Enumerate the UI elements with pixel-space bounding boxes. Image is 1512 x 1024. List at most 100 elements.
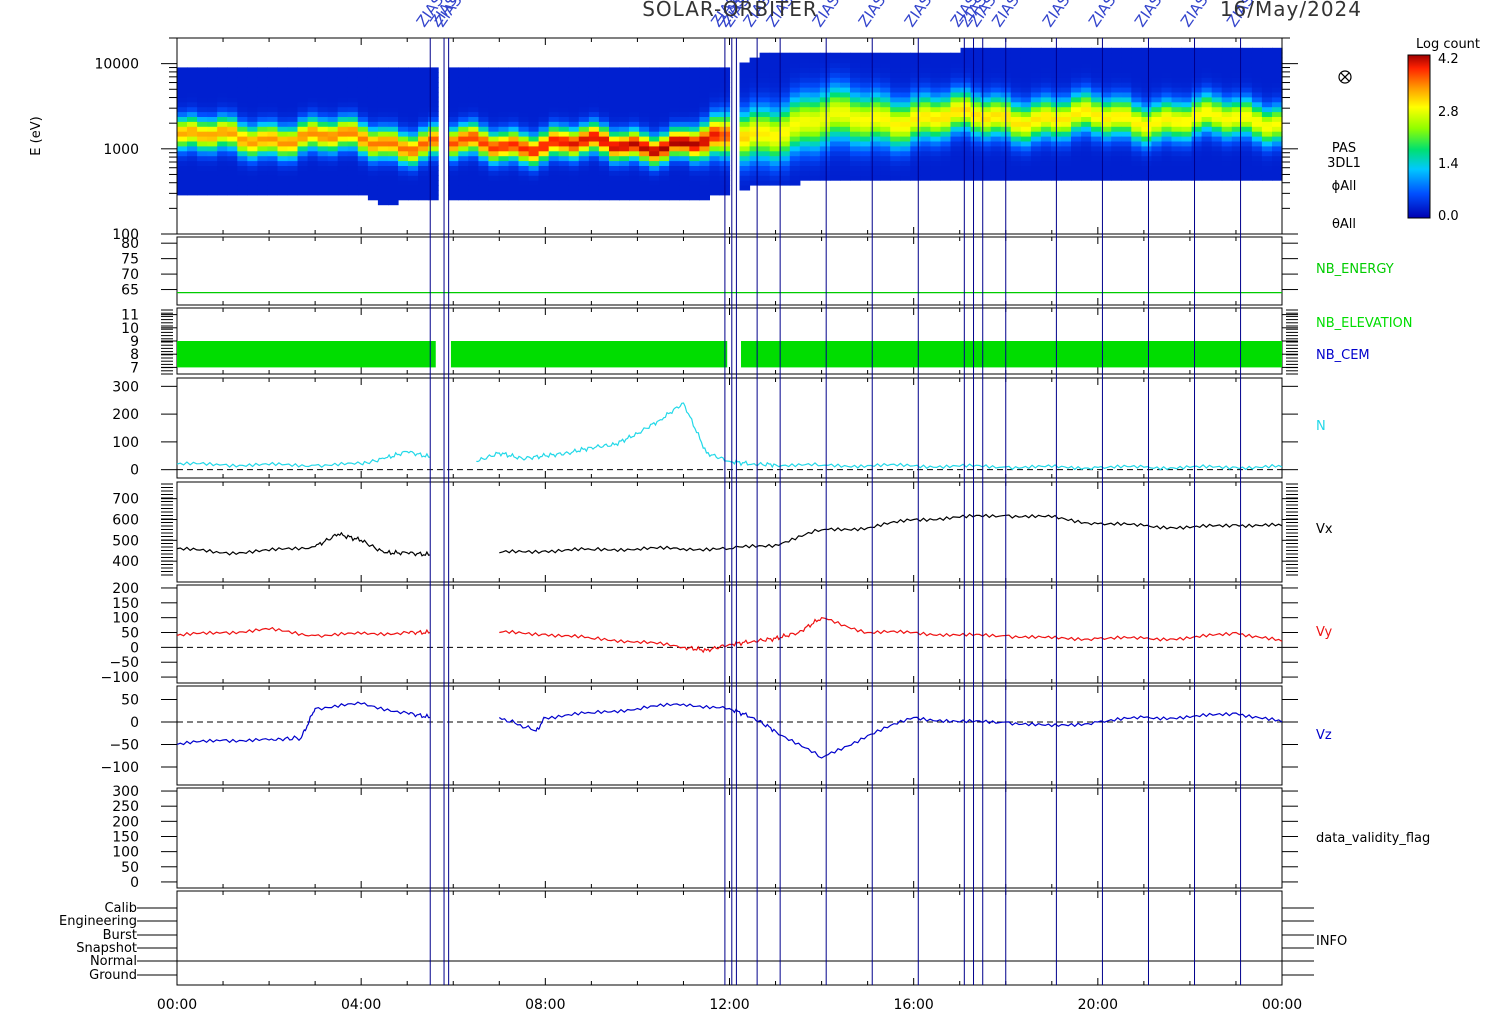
spectrogram-cell <box>237 165 248 171</box>
x-tick-label: 12:00 <box>709 997 749 1013</box>
spectrogram-cell <box>538 180 550 186</box>
spectrogram-cell <box>217 175 228 181</box>
spectrogram-cell <box>779 111 791 117</box>
spectrogram-cell <box>1091 47 1102 54</box>
spectrogram-cell <box>568 194 580 201</box>
spectrogram-cell <box>689 72 700 78</box>
spectrogram-cell <box>247 91 258 98</box>
spectrogram-cell <box>920 160 931 166</box>
spectrogram-cell <box>217 116 228 122</box>
spectrogram-cell <box>418 77 429 83</box>
spectrogram-cell <box>548 170 560 176</box>
spectrogram-cell <box>759 175 771 181</box>
spectrogram-cell <box>388 145 399 152</box>
spectrogram-cell <box>679 91 690 98</box>
spectrogram-cell <box>609 126 620 132</box>
spectrogram-cell <box>297 180 309 186</box>
spectrogram-cell <box>1141 87 1152 93</box>
spectrogram-cell <box>377 91 389 98</box>
spectrogram-cell <box>307 160 319 166</box>
spectrogram-cell <box>448 72 459 78</box>
spectrogram-cell <box>277 180 289 186</box>
spectrogram-cell <box>187 189 198 196</box>
spectrogram-cell <box>759 57 771 64</box>
spectrogram-cell <box>1061 62 1072 68</box>
spectrogram-cell <box>679 155 690 162</box>
spectrogram-cell <box>1151 145 1162 152</box>
spectrogram-cell <box>1241 126 1253 132</box>
spectrogram-cell <box>1171 91 1183 98</box>
spectrogram-cell <box>1251 160 1263 166</box>
spectrogram-cell <box>508 131 520 137</box>
spectrogram-cell <box>799 150 811 157</box>
spectrogram-cell <box>860 72 871 78</box>
series-line-vy <box>176 617 1283 654</box>
spectrogram-cell <box>659 160 670 166</box>
spectrogram-cell <box>1221 52 1233 59</box>
series-line-n <box>176 402 1283 471</box>
spectrogram-cell <box>307 87 319 93</box>
spectrogram-cell <box>749 57 761 64</box>
spectrogram-cell <box>408 111 419 117</box>
spectrogram-cell <box>1141 155 1152 162</box>
spectrogram-cell <box>277 150 289 157</box>
spectrogram-cell <box>498 87 510 93</box>
spectrogram-cell <box>970 150 982 157</box>
spectrogram-cell <box>237 106 248 113</box>
spectrogram-cell <box>317 150 329 157</box>
spectrogram-cell <box>699 189 710 196</box>
spectrogram-cell <box>257 136 268 142</box>
spectrogram-cell <box>900 77 911 83</box>
spectrogram-cell <box>518 116 530 122</box>
spectrogram-cell <box>428 111 439 117</box>
spectrogram-cell <box>1020 145 1032 152</box>
spectrogram-cell <box>870 116 881 122</box>
spectrogram-cell <box>458 72 469 78</box>
spectrogram-cell <box>920 101 931 108</box>
spectrogram-cell <box>629 189 640 196</box>
spectrogram-cell <box>518 87 530 93</box>
spectrogram-cell <box>649 87 660 93</box>
spectrogram-cell <box>910 106 921 113</box>
spectrogram-cell <box>910 140 921 147</box>
spectrogram-cell <box>1231 111 1243 117</box>
spectrogram-cell <box>498 126 510 132</box>
spectrogram-cell <box>197 67 208 73</box>
spectrogram-cell <box>1231 47 1243 54</box>
spectrogram-cell <box>809 116 821 122</box>
spectrogram-cell <box>1081 155 1092 162</box>
spectrogram-cell <box>1161 77 1173 83</box>
spectrogram-cell <box>317 72 329 78</box>
spectrogram-cell <box>699 170 710 176</box>
spectrogram-cell <box>609 131 620 137</box>
spectrogram-cell <box>649 67 660 73</box>
spectrogram-cell <box>227 91 238 98</box>
spectrogram-cell <box>287 126 299 132</box>
spectrogram-cell <box>237 185 248 191</box>
spectrogram-cell <box>1141 116 1152 122</box>
spectrogram-cell <box>187 175 198 181</box>
spectrogram-cell <box>247 116 258 122</box>
spectrogram-cell <box>287 131 299 137</box>
spectrogram-cell <box>1061 165 1072 171</box>
spectrogram-cell <box>317 111 329 117</box>
spectrogram-cell <box>980 52 992 59</box>
spectrogram-cell <box>629 111 640 117</box>
spectrogram-cell <box>317 185 329 191</box>
spectrogram-cell <box>840 150 851 157</box>
spectrogram-cell <box>468 91 479 98</box>
spectrogram-cell <box>1081 126 1092 132</box>
spectrogram-cell <box>1151 175 1162 181</box>
spectrogram-cell <box>769 175 781 181</box>
spectrogram-cell <box>327 145 339 152</box>
spectrogram-cell <box>367 72 379 78</box>
spectrogram-cell <box>759 91 771 98</box>
spectrogram-cell <box>1101 170 1112 176</box>
spectrogram-cell <box>1071 126 1082 132</box>
spectrogram-cell <box>398 160 409 166</box>
spectrogram-cell <box>398 175 409 181</box>
spectrogram-cell <box>177 121 188 127</box>
spectrogram-cell <box>649 77 660 83</box>
spectrogram-cell <box>609 165 620 171</box>
spectrogram-cell <box>1071 131 1082 137</box>
